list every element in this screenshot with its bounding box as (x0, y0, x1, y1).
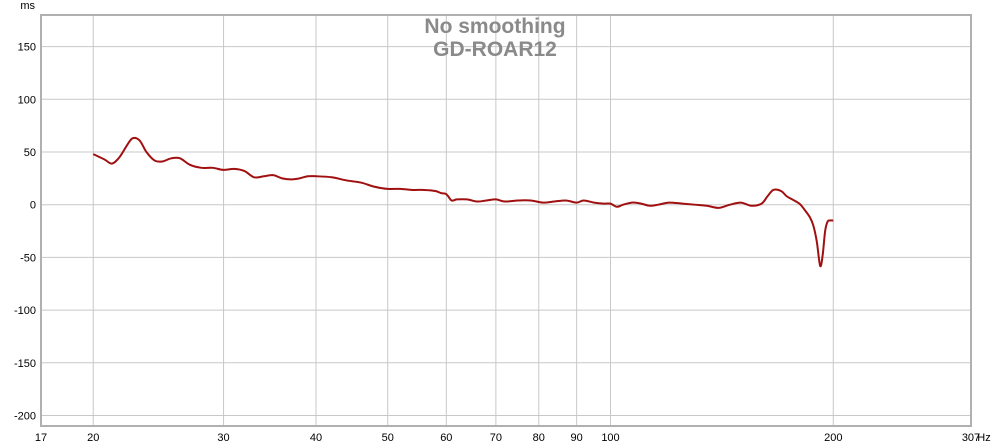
x-tick-label: 100 (601, 432, 619, 444)
x-axis-unit-label: Hz (977, 432, 990, 444)
y-tick-label: 50 (24, 147, 36, 159)
y-tick-label: -150 (14, 358, 36, 370)
plot-frame (40, 14, 972, 427)
y-axis-unit-label: ms (20, 0, 35, 12)
chart-title: No smoothing (424, 15, 565, 38)
y-tick-label: 0 (30, 200, 36, 212)
x-tick-label: 20 (87, 432, 99, 444)
x-tick-label: 200 (824, 432, 842, 444)
y-tick-label: 100 (18, 94, 36, 106)
series-group (92, 136, 834, 268)
y-tick-label: -100 (14, 305, 36, 317)
grid (41, 15, 971, 426)
x-tick-label: 90 (571, 432, 583, 444)
x-tick-label: 70 (490, 432, 502, 444)
x-tick-label: 50 (382, 432, 394, 444)
x-tick-label: 80 (533, 432, 545, 444)
y-tick-label: -200 (14, 410, 36, 422)
x-tick-label: 307 (962, 432, 980, 444)
y-tick-label: -50 (20, 252, 36, 264)
x-tick-label: 17 (35, 432, 47, 444)
x-tick-label: 40 (310, 432, 322, 444)
chart-subtitle: GD-ROAR12 (433, 38, 557, 61)
group-delay-line (92, 136, 834, 268)
y-tick-label: 150 (18, 42, 36, 54)
x-tick-label: 60 (440, 432, 452, 444)
x-tick-label: 30 (217, 432, 229, 444)
